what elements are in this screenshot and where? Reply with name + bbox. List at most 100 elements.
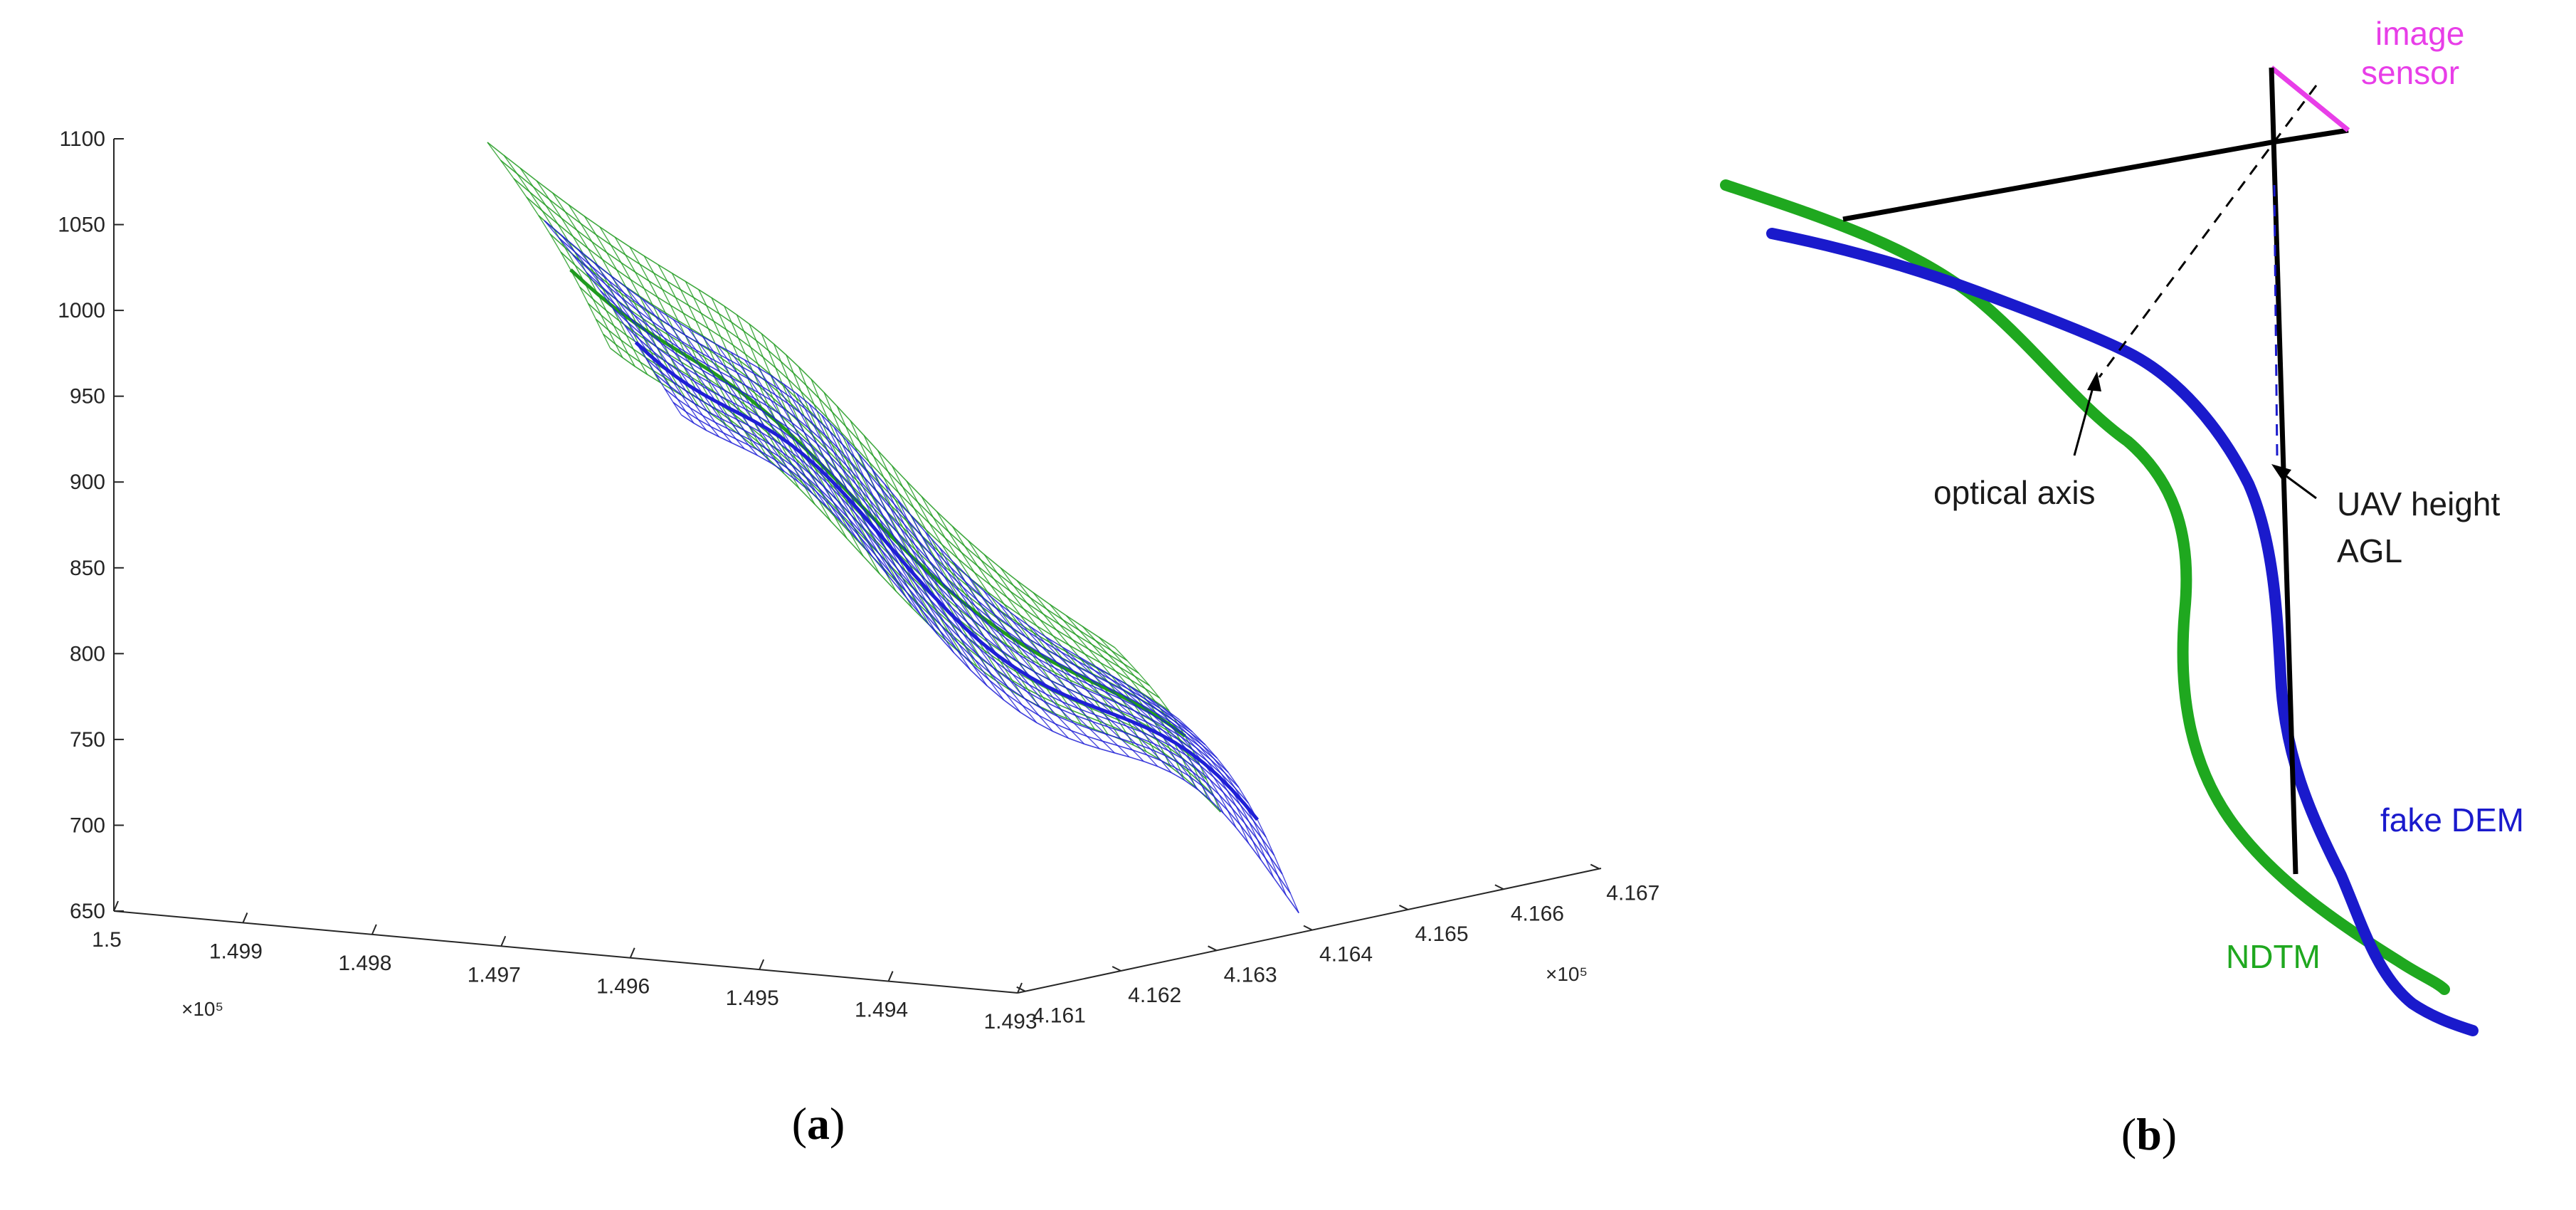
x-tick-mark <box>500 935 507 947</box>
surface-mesh-line <box>577 248 707 431</box>
z-tick-label: 1050 <box>58 214 105 237</box>
surface-mesh-line <box>549 233 1169 711</box>
y-tick-label: 4.162 <box>1128 984 1181 1007</box>
y-tick-label: 4.166 <box>1511 902 1564 925</box>
z-tick-label: 1000 <box>58 299 105 322</box>
surface-mesh-line <box>1096 666 1237 828</box>
surface-mesh-line <box>1000 567 1134 746</box>
surface-mesh-line <box>519 167 635 367</box>
surface-mesh-line <box>1046 637 1198 790</box>
y-tick-label: 4.167 <box>1606 882 1659 905</box>
surface-mesh-line <box>536 180 648 375</box>
surface-mesh-line <box>513 178 1139 674</box>
surface-mesh-line <box>858 454 1005 700</box>
surface-mesh-line <box>645 358 1267 838</box>
surface-mesh-line <box>687 328 799 483</box>
x-tick-label: 1.495 <box>726 987 779 1010</box>
y-multiplier: ×10⁵ <box>1546 963 1588 985</box>
z-tick-label: 1100 <box>59 127 105 151</box>
fake-dem-line <box>1766 228 2479 1036</box>
surface-mesh-line <box>911 515 1070 739</box>
surface-mesh-line <box>503 154 623 358</box>
x-tick-mark <box>887 971 894 982</box>
uav-height-arrowhead <box>2271 464 2291 481</box>
surface-mesh-line <box>625 287 745 450</box>
surface-mesh-line <box>796 393 922 616</box>
surface-mesh-line <box>783 384 905 596</box>
surface-mesh-line <box>672 401 1292 894</box>
surface-mesh-line <box>655 373 1275 856</box>
x-tick-label: 1.498 <box>338 952 391 975</box>
optical-axis-line <box>2098 85 2318 378</box>
x-tick-mark <box>759 959 765 970</box>
label-ndtm: NDTM <box>2226 938 2321 975</box>
surface-mesh-line <box>624 325 1249 804</box>
label-sensor: sensor <box>2361 54 2459 91</box>
surface-mesh-line <box>572 254 1206 745</box>
surface-mesh-line <box>599 290 1229 773</box>
surface-mesh-line <box>612 307 1240 788</box>
surface-mesh-line <box>730 352 843 523</box>
surface-mesh-line <box>846 440 988 686</box>
surface-ridge-line <box>634 341 1260 821</box>
surface-mesh-line <box>833 426 971 670</box>
x-tick-mark <box>242 912 248 923</box>
surface-mesh-line <box>538 215 1160 699</box>
y-tick-label: 4.165 <box>1415 922 1468 946</box>
surface-mesh-line <box>968 577 1130 757</box>
view-ray-left <box>1842 140 2272 222</box>
surface-mesh-line <box>544 220 682 416</box>
z-tick-label: 900 <box>70 470 105 494</box>
x-tick-label: 1.5 <box>92 928 122 952</box>
surface-mesh-line <box>717 344 828 507</box>
y-tick-label: 4.164 <box>1319 943 1373 967</box>
surface-mesh-line <box>711 298 815 505</box>
surface-mesh-line <box>487 142 611 349</box>
surface-mesh-line <box>744 359 858 540</box>
surface-mesh-line <box>610 275 732 443</box>
x-tick-label: 1.493 <box>983 1010 1037 1033</box>
surface-mesh-line <box>1129 685 1262 861</box>
surface-mesh-line <box>897 500 1053 732</box>
optical-axis-arrowhead <box>2087 372 2101 391</box>
surface-mesh-line <box>939 547 1100 749</box>
surface-mesh-line <box>702 336 813 494</box>
panel-label-b: (b) <box>2121 1109 2177 1159</box>
y-tick-mark <box>1303 925 1313 931</box>
surface-mesh-line <box>924 532 1085 745</box>
y-tick-mark <box>1208 945 1218 952</box>
z-ticks: 650 700 750 800 850 900 950 1000 1050 1100 <box>58 127 124 923</box>
axes-3d <box>113 139 1602 994</box>
series-blue-surface <box>544 220 1299 914</box>
x-axis-line <box>113 910 1018 994</box>
panel-a: 650 700 750 800 850 900 950 1000 1050 1100 1.5 1.4… <box>58 127 1659 1149</box>
surface-mesh-line <box>658 264 755 447</box>
x-tick-mark <box>629 947 635 959</box>
x-tick-mark <box>113 900 119 912</box>
panel-b: image sensor optical axis UAV height AGL… <box>1720 15 2524 1159</box>
surface-mesh-line <box>487 142 1116 648</box>
z-tick-label: 650 <box>70 900 105 923</box>
z-tick-label: 850 <box>70 557 105 580</box>
surface-mesh-line <box>877 450 1025 699</box>
label-agl: AGL <box>2337 532 2402 569</box>
surface-mesh-line <box>821 414 954 653</box>
y-tick-label: 4.161 <box>1033 1004 1086 1028</box>
label-uav-height: UAV height <box>2337 485 2501 522</box>
surface-mesh-line <box>664 388 1283 875</box>
y-tick-mark <box>1399 905 1408 910</box>
label-image: image <box>2375 15 2464 52</box>
surface-mesh-line <box>544 220 1180 720</box>
surface-mesh-line <box>1112 675 1250 843</box>
x-multiplier: ×10⁵ <box>181 998 223 1020</box>
sensor-edge <box>2269 65 2350 132</box>
surface-mesh-line <box>672 319 785 472</box>
y-tick-mark <box>1494 884 1504 890</box>
x-tick-label: 1.496 <box>596 975 650 999</box>
surface-mesh-line <box>998 603 1158 767</box>
y-tick-label: 4.163 <box>1224 963 1277 987</box>
z-tick-label: 700 <box>70 814 105 837</box>
surface-mesh-line <box>771 375 890 577</box>
z-tick-label: 800 <box>70 642 105 666</box>
agl-dashed-line <box>2273 184 2279 456</box>
